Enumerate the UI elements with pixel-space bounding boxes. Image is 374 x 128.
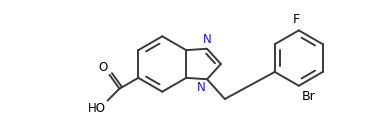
Text: O: O bbox=[98, 61, 108, 74]
Text: N: N bbox=[203, 33, 211, 46]
Text: Br: Br bbox=[302, 90, 316, 103]
Text: HO: HO bbox=[88, 102, 105, 115]
Text: F: F bbox=[293, 13, 300, 26]
Text: N: N bbox=[197, 81, 206, 94]
